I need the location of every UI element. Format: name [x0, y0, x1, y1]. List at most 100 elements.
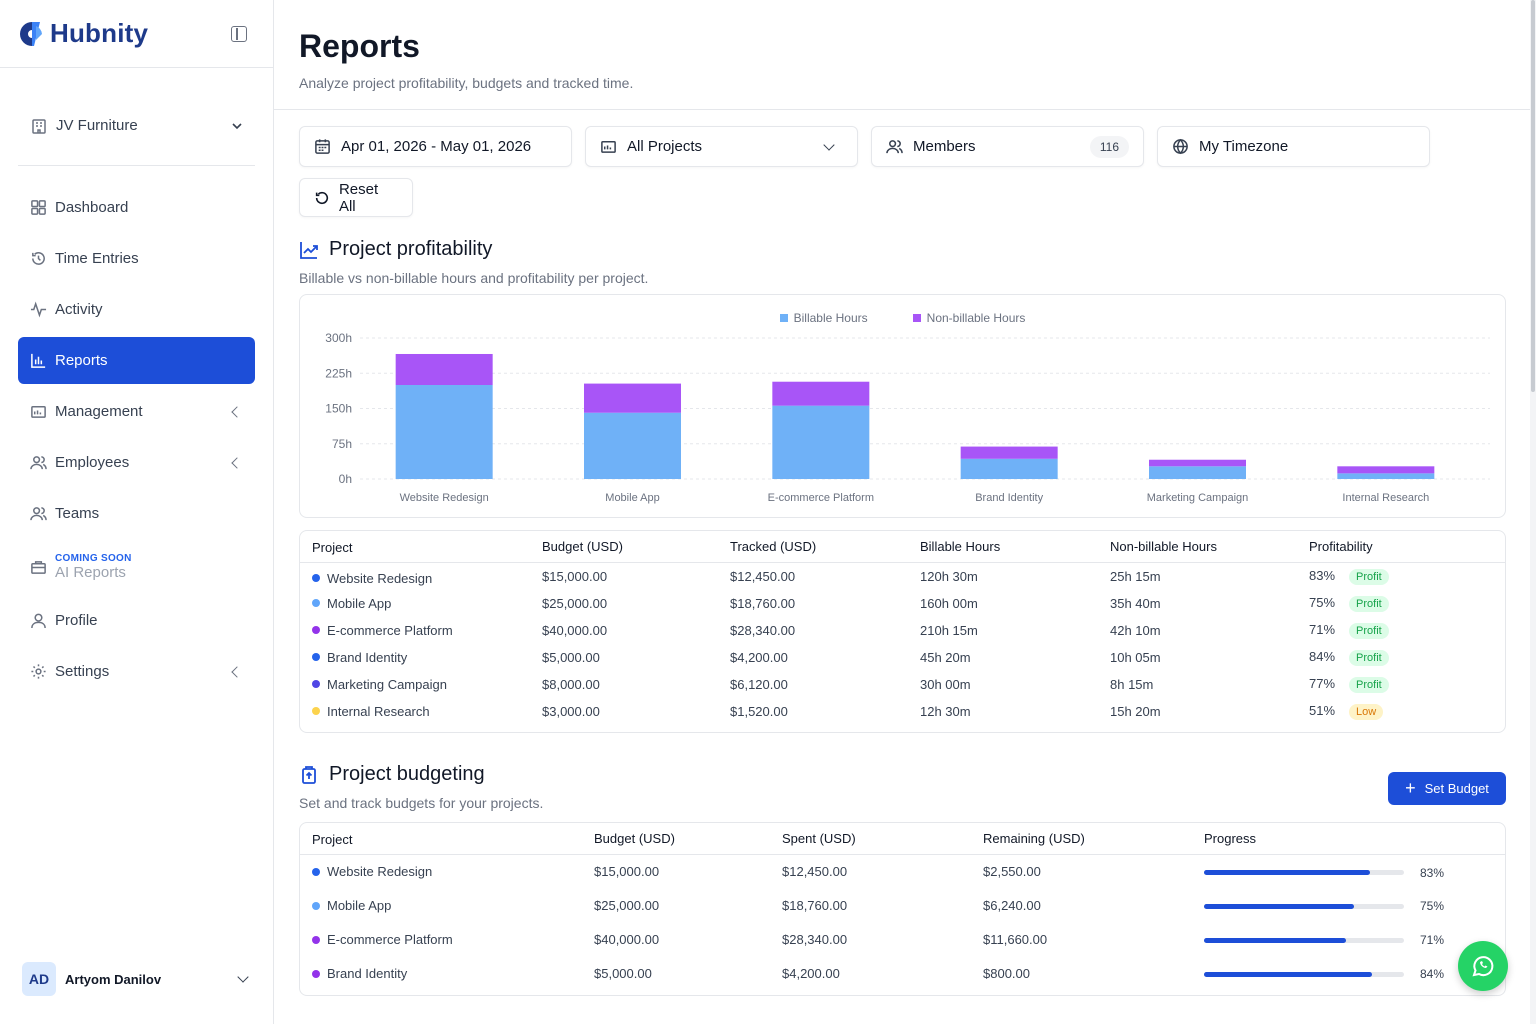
members-filter[interactable]: Members 116	[871, 126, 1144, 167]
bar-nonbillable[interactable]	[1337, 466, 1435, 474]
cell-spent: $28,340.00	[782, 932, 848, 947]
bar-billable[interactable]	[395, 385, 493, 479]
set-budget-button[interactable]: + Set Budget	[1388, 772, 1506, 805]
nav-item-reports[interactable]: Reports	[18, 337, 255, 384]
budgeting-table-body: Website Redesign $15,000.00 $12,450.00 $2,5…	[300, 855, 1505, 991]
table-row[interactable]: Website Redesign $15,000.00 $12,450.00 $2,5…	[300, 855, 1505, 889]
reset-icon	[315, 191, 329, 204]
x-tick-label: Website Redesign	[400, 492, 489, 504]
date-range-value: Apr 01, 2026 - May 01, 2026	[341, 138, 532, 155]
bar-nonbillable[interactable]	[960, 446, 1058, 459]
nav-item-dashboard[interactable]: Dashboard	[18, 184, 255, 231]
cell-project: E-commerce Platform	[300, 617, 542, 644]
cell-profitability: 83% Profit	[1309, 563, 1505, 590]
progress-fill	[1204, 903, 1354, 909]
avatar: AD	[22, 962, 56, 996]
profitability-chart: Billable Hours Non-billable Hours 0h 75h 1…	[299, 294, 1506, 518]
project-dot	[312, 653, 320, 662]
building-icon	[32, 118, 46, 134]
cell-project: Marketing Campaign	[300, 671, 542, 698]
table-row[interactable]: Mobile App $25,000.00 $18,760.00 $6,240.00 7…	[300, 889, 1505, 923]
main-content: Reports Analyze project profitability, b…	[274, 0, 1536, 1024]
nav-item-management[interactable]: Management	[18, 388, 255, 435]
cell-budget: $25,000.00	[594, 898, 660, 913]
cell-budget: $5,000.00	[594, 966, 652, 981]
cell-nonbillable: 10h 05m	[1110, 649, 1161, 665]
bar-nonbillable[interactable]	[1149, 459, 1246, 467]
project-dot	[312, 867, 320, 876]
legend-item-nonbillable[interactable]: Non-billable Hours	[912, 311, 1025, 325]
cell-project: E-commerce Platform	[300, 923, 594, 957]
nav-item-teams[interactable]: Teams	[18, 490, 255, 537]
user-menu[interactable]: AD Artyom Danilov	[22, 962, 251, 996]
bar-nonbillable[interactable]	[584, 383, 681, 413]
table-row[interactable]: E-commerce Platform $40,000.00 $28,340.00 2…	[300, 617, 1505, 644]
scrollbar[interactable]	[1530, 0, 1536, 1024]
timezone-select[interactable]: My Timezone	[1157, 126, 1430, 167]
cell-nonbillable: 35h 40m	[1110, 595, 1161, 611]
bar-billable[interactable]	[772, 405, 870, 479]
bar-billable[interactable]	[1337, 473, 1435, 479]
org-switcher[interactable]: JV Furniture	[18, 86, 255, 166]
projects-select[interactable]: All Projects	[585, 126, 858, 167]
col-profitability: Profitability	[1309, 531, 1505, 563]
project-dot	[312, 969, 320, 978]
cell-profitability: 84% Profit	[1309, 644, 1505, 671]
progress-pct: 75%	[1420, 899, 1445, 914]
cell-tracked: $1,520.00	[730, 703, 788, 719]
chart-plot: 0h 75h 150h 225h 300h Website Redesign Mobile …	[325, 331, 1490, 504]
whatsapp-chat-button[interactable]	[1458, 941, 1508, 991]
trending-chart-icon	[300, 241, 318, 259]
cell-billable: 120h 30m	[920, 568, 978, 584]
table-row[interactable]: E-commerce Platform $40,000.00 $28,340.00 $…	[300, 923, 1505, 957]
project-dot	[312, 935, 320, 944]
scrollbar-thumb[interactable]	[1531, 0, 1535, 392]
table-row[interactable]: Brand Identity $5,000.00 $4,200.00 $800.00 8…	[300, 957, 1505, 991]
date-range-picker[interactable]: Apr 01, 2026 - May 01, 2026	[299, 126, 572, 167]
users-icon	[30, 456, 47, 470]
budgeting-table: Project Budget (USD) Spent (USD) Remaini…	[299, 822, 1506, 996]
nav-item-profile[interactable]: Profile	[18, 597, 255, 644]
table-row[interactable]: Website Redesign $15,000.00 $12,450.00 120h…	[300, 563, 1505, 590]
coming-soon-tag: COMING SOON	[55, 553, 132, 564]
sidebar: Hubnity JV Furniture Dashboard Time Entr…	[0, 0, 274, 1024]
reset-all-button[interactable]: Reset All	[299, 178, 413, 217]
ai-reports-label: AI Reports	[55, 564, 126, 581]
table-row[interactable]: Brand Identity $5,000.00 $4,200.00 45h 20m 1…	[300, 644, 1505, 671]
nav-item-time-entries[interactable]: Time Entries	[18, 235, 255, 282]
chevron-left-icon	[231, 665, 243, 678]
table-row[interactable]: Internal Research $3,000.00 $1,520.00 12h 3…	[300, 698, 1505, 725]
bar-nonbillable[interactable]	[395, 353, 493, 385]
cell-billable: 45h 20m	[920, 649, 971, 665]
brand: Hubnity	[0, 0, 273, 68]
table-row[interactable]: Marketing Campaign $8,000.00 $6,120.00 30h …	[300, 671, 1505, 698]
page-subtitle: Analyze project profitability, budgets a…	[299, 75, 634, 91]
nav-label: Teams	[55, 505, 100, 522]
bar-nonbillable[interactable]	[772, 381, 870, 406]
bar-billable[interactable]	[1149, 466, 1246, 479]
nav-item-activity[interactable]: Activity	[18, 286, 255, 333]
cell-profitability: 71% Profit	[1309, 617, 1505, 644]
bar-billable[interactable]	[584, 412, 681, 479]
nav-item-employees[interactable]: Employees	[18, 439, 255, 486]
project-name: Internal Research	[327, 703, 430, 719]
main-nav: Dashboard Time Entries Activity Reports …	[0, 166, 273, 695]
nav-item-ai-reports: COMING SOON AI Reports	[18, 541, 255, 593]
nav-item-settings[interactable]: Settings	[18, 648, 255, 695]
project-name: Website Redesign	[327, 570, 433, 586]
whatsapp-icon	[1472, 956, 1494, 977]
table-row[interactable]: Mobile App $25,000.00 $18,760.00 160h 00m 35…	[300, 590, 1505, 617]
progress-bar	[1204, 903, 1404, 909]
cell-spent: $12,450.00	[782, 864, 848, 880]
cell-budget: $8,000.00	[542, 676, 600, 692]
bar-billable[interactable]	[960, 458, 1058, 479]
sidebar-collapse-icon[interactable]	[231, 26, 247, 42]
col-project: Project	[300, 531, 542, 563]
legend-item-billable[interactable]: Billable Hours	[779, 311, 868, 325]
status-badge: Profit	[1349, 649, 1389, 666]
nav-label: Settings	[55, 663, 110, 680]
members-count-badge: 116	[1089, 135, 1129, 158]
legend-label: Billable Hours	[793, 311, 868, 325]
project-name: Brand Identity	[327, 966, 408, 981]
cell-project: Mobile App	[300, 889, 594, 923]
